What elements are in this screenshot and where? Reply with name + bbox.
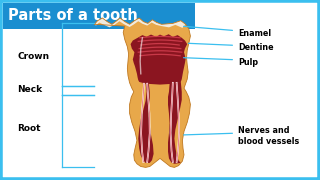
Text: Nerves and
blood vessels: Nerves and blood vessels bbox=[238, 126, 300, 146]
Text: Dentine: Dentine bbox=[238, 43, 274, 52]
Polygon shape bbox=[94, 18, 190, 167]
Text: Pulp: Pulp bbox=[238, 58, 259, 67]
Polygon shape bbox=[131, 34, 187, 85]
Polygon shape bbox=[168, 82, 182, 164]
Text: Root: Root bbox=[18, 124, 41, 133]
Polygon shape bbox=[138, 83, 154, 163]
Text: Crown: Crown bbox=[18, 52, 50, 61]
Polygon shape bbox=[94, 18, 186, 28]
FancyBboxPatch shape bbox=[3, 3, 195, 29]
Text: Neck: Neck bbox=[18, 85, 43, 94]
Text: Parts of a tooth: Parts of a tooth bbox=[8, 8, 138, 23]
Text: Enamel: Enamel bbox=[238, 29, 272, 38]
